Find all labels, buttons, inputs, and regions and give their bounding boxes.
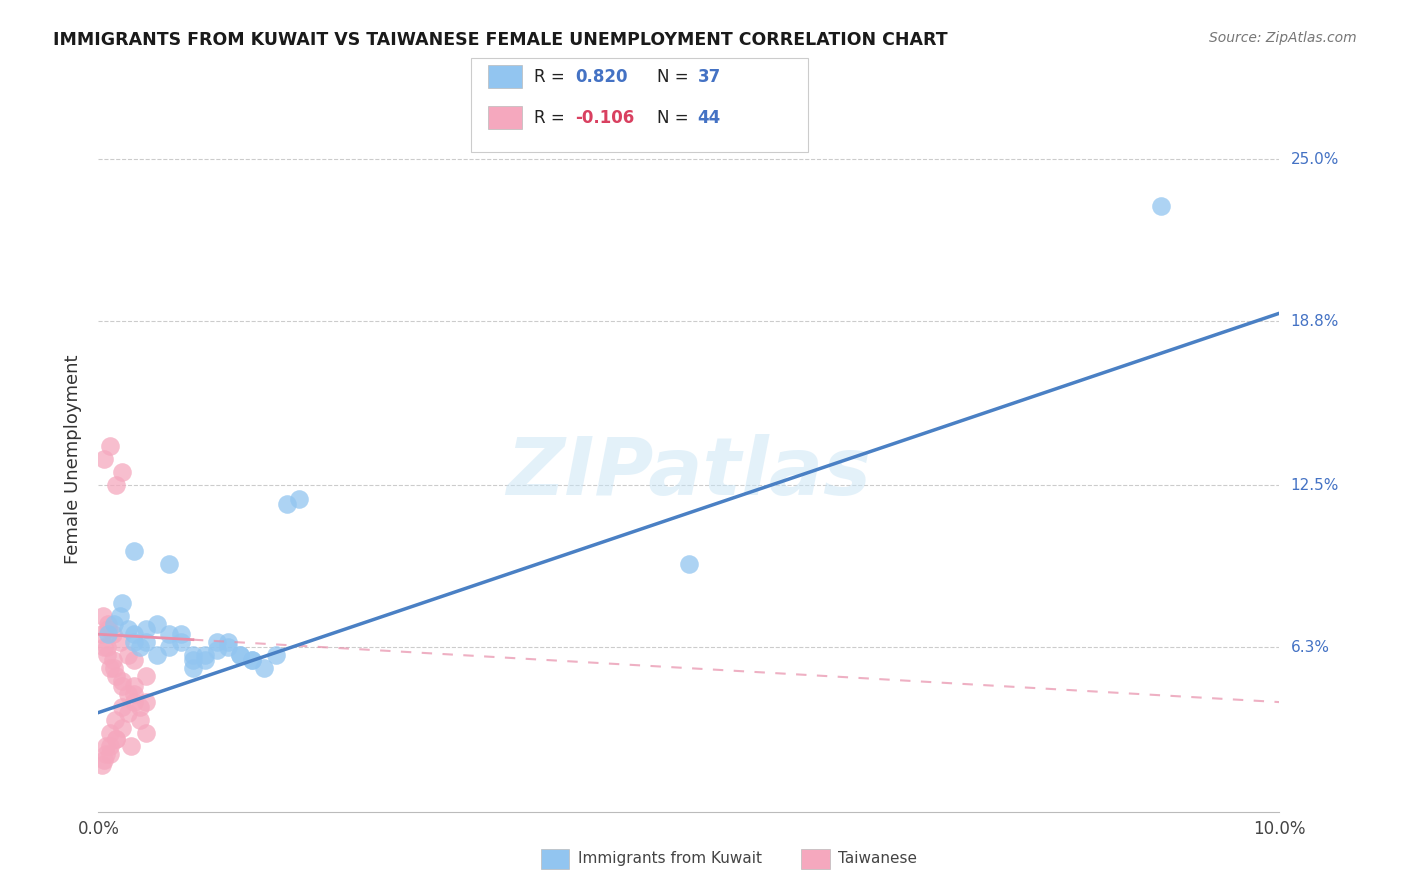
Point <box>93 640 115 655</box>
Text: Immigrants from Kuwait: Immigrants from Kuwait <box>578 852 762 866</box>
Text: IMMIGRANTS FROM KUWAIT VS TAIWANESE FEMALE UNEMPLOYMENT CORRELATION CHART: IMMIGRANTS FROM KUWAIT VS TAIWANESE FEMA… <box>53 31 948 49</box>
Text: N =: N = <box>657 109 693 127</box>
Text: 25.0%: 25.0% <box>1291 152 1339 167</box>
Point <box>128 640 150 655</box>
Point <box>264 648 287 662</box>
Point <box>1150 199 1173 213</box>
Text: 6.3%: 6.3% <box>1291 640 1330 655</box>
Point <box>135 695 157 709</box>
Text: N =: N = <box>657 68 693 86</box>
Point <box>91 627 114 641</box>
Point <box>98 661 121 675</box>
Point <box>128 700 150 714</box>
Point <box>122 627 145 641</box>
Point <box>229 648 252 662</box>
Point <box>105 731 128 746</box>
Point <box>98 726 121 740</box>
Point <box>108 635 131 649</box>
Point <box>117 687 139 701</box>
Point <box>194 648 217 662</box>
Point <box>170 635 193 649</box>
Point <box>121 739 143 754</box>
Point <box>122 543 145 558</box>
Text: Source: ZipAtlas.com: Source: ZipAtlas.com <box>1209 31 1357 45</box>
Point <box>111 680 134 694</box>
Point <box>111 674 134 689</box>
Point <box>276 497 298 511</box>
Point <box>157 557 180 571</box>
Point <box>93 452 115 467</box>
Point <box>97 616 120 631</box>
Point <box>135 622 157 636</box>
Point <box>205 643 228 657</box>
Point <box>98 747 121 762</box>
Point <box>181 653 204 667</box>
Point <box>91 609 114 624</box>
Point <box>96 640 118 655</box>
Point <box>194 653 217 667</box>
Y-axis label: Female Unemployment: Female Unemployment <box>63 355 82 564</box>
Point <box>103 661 125 675</box>
Text: R =: R = <box>534 68 571 86</box>
Point <box>122 680 145 694</box>
Point <box>105 731 128 746</box>
Text: -0.106: -0.106 <box>575 109 634 127</box>
Point <box>101 653 124 667</box>
Text: 18.8%: 18.8% <box>1291 314 1339 328</box>
Point <box>98 739 121 754</box>
Point <box>181 661 204 675</box>
Point <box>217 640 239 655</box>
Point <box>94 739 117 754</box>
Point <box>103 616 125 631</box>
Point <box>97 622 120 636</box>
Point <box>105 478 128 492</box>
Point <box>96 648 118 662</box>
Point <box>94 747 117 762</box>
Text: R =: R = <box>534 109 571 127</box>
Text: 44: 44 <box>697 109 721 127</box>
Point <box>146 616 169 631</box>
Point <box>146 648 169 662</box>
Point <box>135 726 157 740</box>
Point <box>98 439 121 453</box>
Point <box>117 706 139 720</box>
Point <box>111 721 134 735</box>
Point <box>205 635 228 649</box>
Point <box>229 648 252 662</box>
Point <box>101 627 124 641</box>
Point <box>122 687 145 701</box>
Point <box>122 653 145 667</box>
Text: ZIPatlas: ZIPatlas <box>506 434 872 513</box>
Point <box>117 622 139 636</box>
Point <box>157 627 180 641</box>
Point <box>93 752 115 766</box>
Point <box>108 609 131 624</box>
Point <box>135 669 157 683</box>
Point <box>240 653 263 667</box>
Point <box>117 648 139 662</box>
Point <box>111 700 134 714</box>
Point <box>157 640 180 655</box>
Point <box>97 627 120 641</box>
Point <box>217 635 239 649</box>
Text: 0.820: 0.820 <box>575 68 627 86</box>
Point <box>288 491 311 506</box>
Point <box>105 669 128 683</box>
Text: 37: 37 <box>697 68 721 86</box>
Point <box>122 695 145 709</box>
Point <box>104 714 127 728</box>
Point <box>111 596 134 610</box>
Point <box>135 635 157 649</box>
Point <box>122 635 145 649</box>
Point <box>128 714 150 728</box>
Point <box>181 648 204 662</box>
Point <box>170 627 193 641</box>
Point <box>678 557 700 571</box>
Point <box>91 757 114 772</box>
Point <box>240 653 263 667</box>
Point <box>111 466 134 480</box>
Text: 12.5%: 12.5% <box>1291 478 1339 493</box>
Text: Taiwanese: Taiwanese <box>838 852 917 866</box>
Point <box>253 661 276 675</box>
